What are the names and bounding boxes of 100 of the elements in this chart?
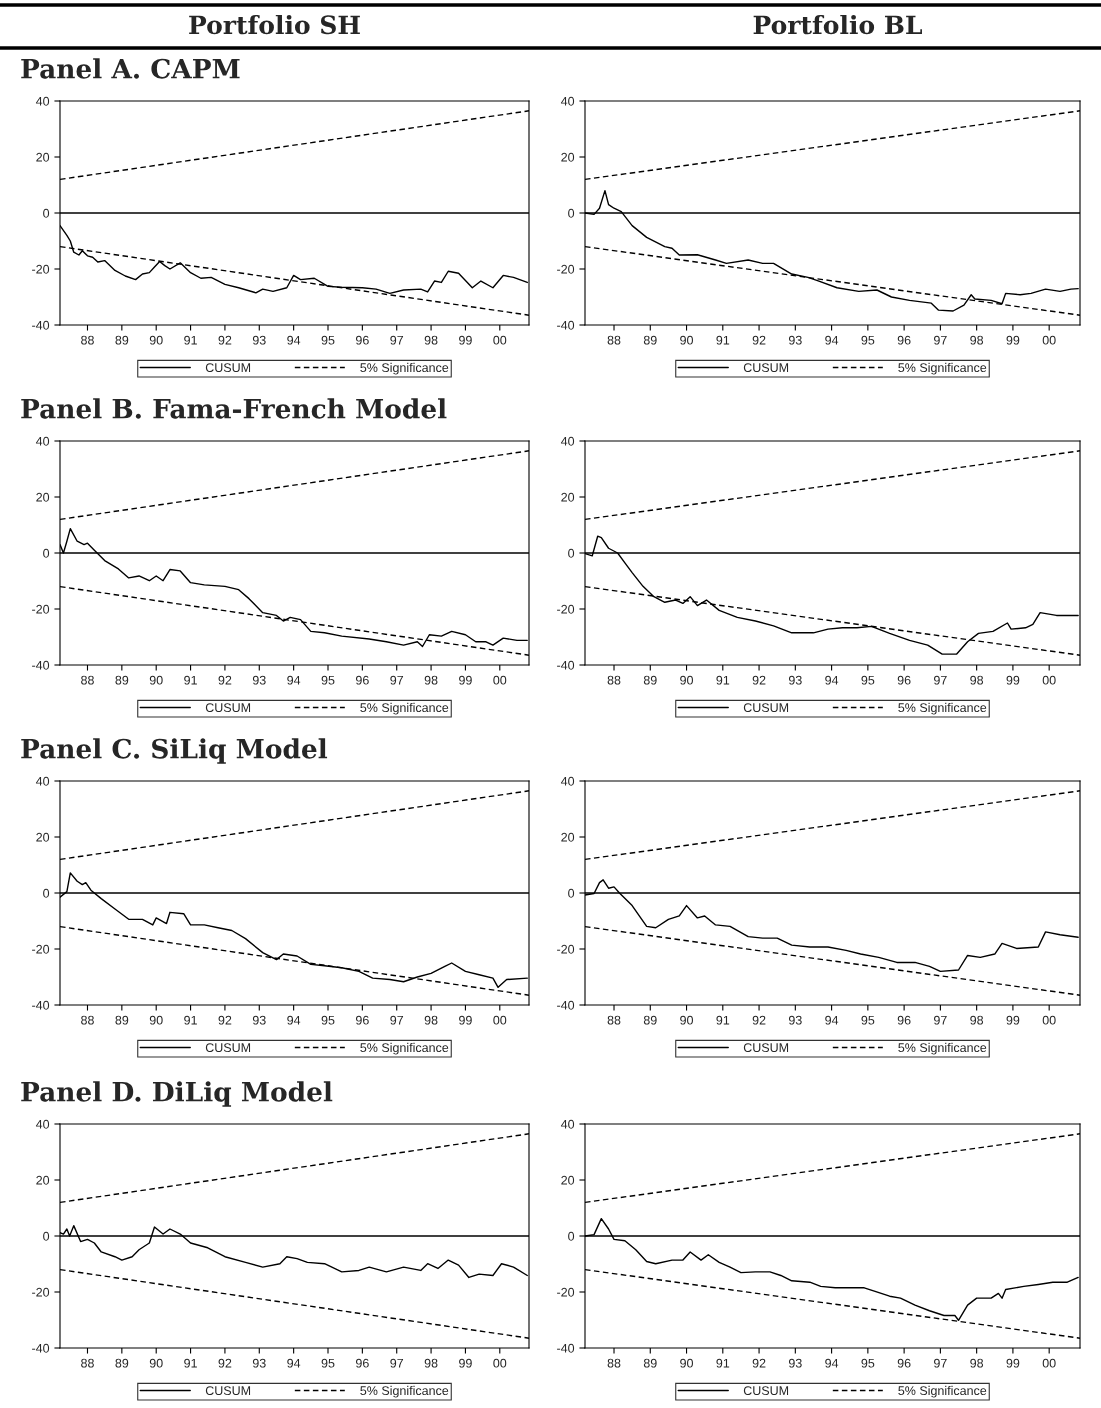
x-tick-label: 90 (680, 675, 693, 685)
x-tick-label: 98 (424, 1358, 438, 1368)
x-tick-label: 92 (752, 1015, 766, 1025)
x-tick-label: 89 (115, 335, 129, 345)
x-tick-label: 95 (861, 335, 875, 345)
legend-label: CUSUM (743, 1386, 789, 1396)
y-tick-label: -40 (32, 320, 50, 330)
x-tick-label: 88 (607, 675, 621, 685)
x-tick-label: 90 (680, 1358, 693, 1368)
legend-label: 5% Significance (360, 702, 449, 715)
y-tick-label: 40 (560, 96, 575, 106)
y-tick-label: -40 (557, 1000, 575, 1010)
y-tick-label: 20 (561, 1175, 575, 1185)
x-tick-label: 89 (643, 1015, 657, 1025)
y-tick-label: -20 (32, 1287, 50, 1297)
x-tick-label: 00 (493, 335, 507, 345)
legend-label: 5% Significance (898, 362, 987, 375)
x-tick-label: 97 (390, 675, 404, 685)
chart-title: Panel A. CAPM (21, 58, 240, 79)
x-tick-label: 89 (115, 675, 129, 685)
x-tick-label: 96 (355, 335, 369, 345)
y-tick-label: -40 (557, 320, 575, 330)
x-tick-label: 88 (607, 1015, 621, 1025)
x-tick-label: 94 (825, 335, 839, 345)
y-tick-label: 20 (561, 832, 575, 842)
x-tick-label: 96 (355, 1358, 369, 1368)
y-tick-label: 0 (568, 208, 575, 218)
y-tick-label: -20 (557, 604, 575, 614)
x-tick-label: 90 (149, 675, 163, 685)
x-tick-label: 00 (493, 1015, 507, 1025)
x-tick-label: 00 (493, 1358, 507, 1368)
legend-label: 5% Significance (898, 702, 987, 715)
y-tick-label: 0 (43, 888, 50, 898)
x-tick-label: 91 (716, 1015, 730, 1025)
y-tick-label: 20 (36, 152, 50, 162)
y-tick-label: 40 (35, 436, 50, 446)
x-tick-label: 92 (218, 335, 232, 345)
x-tick-label: 97 (390, 1015, 404, 1025)
legend-label: CUSUM (205, 363, 251, 373)
chart-subtitle: Portfolio BL (753, 14, 922, 35)
x-tick-label: 97 (390, 1358, 404, 1368)
x-tick-label: 88 (81, 335, 94, 345)
x-tick-label: 98 (424, 675, 438, 685)
x-tick-label: 88 (81, 1358, 94, 1368)
y-tick-label: -20 (557, 264, 575, 274)
y-tick-label: -40 (557, 660, 575, 670)
x-tick-label: 89 (643, 1358, 657, 1368)
x-tick-label: 99 (1006, 675, 1020, 685)
x-tick-label: 95 (321, 1358, 335, 1368)
x-tick-label: 98 (970, 675, 984, 685)
y-tick-label: -40 (32, 1343, 50, 1353)
legend-label: 5% Significance (360, 362, 449, 375)
y-tick-label: -40 (32, 660, 50, 670)
x-tick-label: 99 (1006, 335, 1020, 345)
y-tick-label: 20 (36, 832, 50, 842)
x-tick-label: 93 (788, 1358, 802, 1368)
y-tick-label: 20 (561, 492, 575, 502)
x-tick-label: 00 (1042, 1015, 1056, 1025)
x-tick-label: 90 (149, 1015, 163, 1025)
x-tick-label: 93 (252, 1358, 266, 1368)
x-tick-label: 98 (970, 1015, 984, 1025)
x-tick-label: 88 (81, 675, 94, 685)
x-tick-label: 96 (897, 1015, 911, 1025)
y-tick-label: -20 (32, 604, 50, 614)
x-tick-label: 93 (252, 335, 266, 345)
y-tick-label: 20 (36, 1175, 50, 1185)
x-tick-label: 89 (643, 675, 657, 685)
legend-label: CUSUM (743, 1043, 789, 1053)
x-tick-label: 90 (149, 1358, 163, 1368)
x-tick-label: 90 (680, 335, 693, 345)
x-tick-label: 92 (218, 675, 232, 685)
x-tick-label: 91 (184, 1358, 197, 1368)
x-tick-label: 97 (934, 1015, 947, 1025)
x-tick-label: 94 (825, 1358, 839, 1368)
x-tick-label: 96 (897, 1358, 911, 1368)
x-tick-label: 95 (861, 675, 875, 685)
chart-subtitle: Portfolio SH (189, 14, 360, 35)
chart-title: Panel C. SiLiq Model (21, 738, 328, 764)
chart-title: Panel D. DiLiq Model (21, 1081, 333, 1107)
x-tick-label: 94 (287, 1358, 301, 1368)
x-tick-label: 93 (788, 1015, 802, 1025)
legend-label: CUSUM (205, 703, 251, 713)
legend-label: 5% Significance (898, 1385, 987, 1398)
x-tick-label: 92 (752, 1358, 766, 1368)
x-tick-label: 91 (716, 335, 730, 345)
y-tick-label: -20 (557, 1287, 575, 1297)
x-tick-label: 89 (643, 335, 657, 345)
x-tick-label: 00 (1042, 675, 1056, 685)
legend-label: CUSUM (743, 363, 789, 373)
x-tick-label: 90 (149, 335, 163, 345)
x-tick-label: 95 (321, 675, 335, 685)
x-tick-label: 90 (680, 1015, 693, 1025)
y-tick-label: -20 (32, 944, 50, 954)
x-tick-label: 96 (355, 675, 369, 685)
x-tick-label: 88 (607, 1358, 621, 1368)
x-tick-label: 00 (1042, 1358, 1056, 1368)
y-tick-label: 0 (43, 208, 50, 218)
x-tick-label: 91 (184, 675, 197, 685)
x-tick-label: 89 (115, 1015, 129, 1025)
x-tick-label: 98 (424, 335, 438, 345)
